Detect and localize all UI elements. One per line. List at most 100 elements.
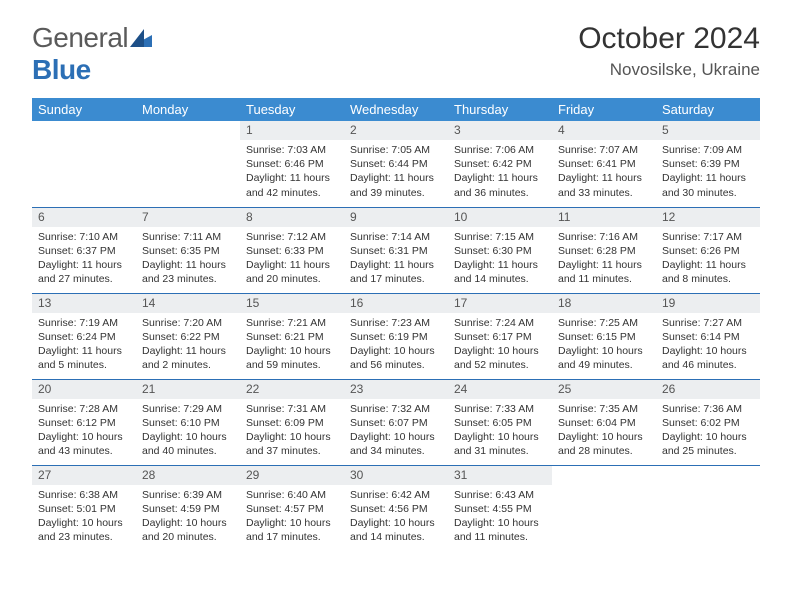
day-number: 28	[136, 466, 240, 485]
sunrise: Sunrise: 7:25 AM	[558, 316, 650, 330]
day-number: 15	[240, 294, 344, 313]
calendar-cell: 24 Sunrise: 7:33 AMSunset: 6:05 PMDayligh…	[448, 379, 552, 465]
sunset: Sunset: 6:46 PM	[246, 157, 338, 171]
day-body: Sunrise: 7:11 AMSunset: 6:35 PMDaylight:…	[136, 227, 240, 291]
day-body: Sunrise: 7:03 AMSunset: 6:46 PMDaylight:…	[240, 140, 344, 204]
daylight: Daylight: 10 hours and 52 minutes.	[454, 344, 546, 372]
day-number: 19	[656, 294, 760, 313]
sunrise: Sunrise: 7:16 AM	[558, 230, 650, 244]
day-body: Sunrise: 7:29 AMSunset: 6:10 PMDaylight:…	[136, 399, 240, 463]
calendar-body: 1Sunrise: 7:03 AMSunset: 6:46 PMDaylight…	[32, 121, 760, 551]
day-body: Sunrise: 7:23 AMSunset: 6:19 PMDaylight:…	[344, 313, 448, 377]
day-body: Sunrise: 6:43 AMSunset: 4:55 PMDaylight:…	[448, 485, 552, 549]
sunrise: Sunrise: 7:35 AM	[558, 402, 650, 416]
day-body: Sunrise: 7:05 AMSunset: 6:44 PMDaylight:…	[344, 140, 448, 204]
location: Novosilske, Ukraine	[578, 60, 760, 80]
sunset: Sunset: 6:04 PM	[558, 416, 650, 430]
sunset: Sunset: 6:33 PM	[246, 244, 338, 258]
daylight: Daylight: 11 hours and 42 minutes.	[246, 171, 338, 199]
weekday-header: Monday	[136, 98, 240, 121]
daylight: Daylight: 10 hours and 31 minutes.	[454, 430, 546, 458]
daylight: Daylight: 10 hours and 46 minutes.	[662, 344, 754, 372]
sunset: Sunset: 6:15 PM	[558, 330, 650, 344]
daylight: Daylight: 11 hours and 5 minutes.	[38, 344, 130, 372]
sunset: Sunset: 6:30 PM	[454, 244, 546, 258]
day-body: Sunrise: 7:09 AMSunset: 6:39 PMDaylight:…	[656, 140, 760, 204]
day-number: 20	[32, 380, 136, 399]
calendar-cell: 21Sunrise: 7:29 AMSunset: 6:10 PMDayligh…	[136, 379, 240, 465]
daylight: Daylight: 11 hours and 20 minutes.	[246, 258, 338, 286]
sunrise: Sunrise: 7:17 AM	[662, 230, 754, 244]
title-block: October 2024 Novosilske, Ukraine	[578, 22, 760, 80]
day-number: 13	[32, 294, 136, 313]
day-body: Sunrise: 7:25 AMSunset: 6:15 PMDaylight:…	[552, 313, 656, 377]
calendar-cell	[32, 121, 136, 207]
daylight: Daylight: 11 hours and 2 minutes.	[142, 344, 234, 372]
sunrise: Sunrise: 7:33 AM	[454, 402, 546, 416]
sunset: Sunset: 6:07 PM	[350, 416, 442, 430]
calendar-cell: 6Sunrise: 7:10 AMSunset: 6:37 PMDaylight…	[32, 207, 136, 293]
day-body: Sunrise: 7:07 AMSunset: 6:41 PMDaylight:…	[552, 140, 656, 204]
calendar-cell: 13Sunrise: 7:19 AMSunset: 6:24 PMDayligh…	[32, 293, 136, 379]
logo-word-general: General	[32, 22, 128, 53]
day-body: Sunrise: 7:15 AMSunset: 6:30 PMDaylight:…	[448, 227, 552, 291]
calendar-cell	[656, 465, 760, 551]
daylight: Daylight: 11 hours and 8 minutes.	[662, 258, 754, 286]
day-number: 18	[552, 294, 656, 313]
day-body: Sunrise: 6:42 AMSunset: 4:56 PMDaylight:…	[344, 485, 448, 549]
day-number: 21	[136, 380, 240, 399]
daylight: Daylight: 10 hours and 11 minutes.	[454, 516, 546, 544]
day-body: Sunrise: 7:20 AMSunset: 6:22 PMDaylight:…	[136, 313, 240, 377]
daylight: Daylight: 10 hours and 23 minutes.	[38, 516, 130, 544]
daylight: Daylight: 10 hours and 20 minutes.	[142, 516, 234, 544]
logo-word-blue: Blue	[32, 54, 91, 85]
daylight: Daylight: 11 hours and 36 minutes.	[454, 171, 546, 199]
sunset: Sunset: 6:44 PM	[350, 157, 442, 171]
day-number: 8	[240, 208, 344, 227]
sunset: Sunset: 4:59 PM	[142, 502, 234, 516]
day-number: 11	[552, 208, 656, 227]
daylight: Daylight: 10 hours and 34 minutes.	[350, 430, 442, 458]
sunset: Sunset: 4:57 PM	[246, 502, 338, 516]
calendar-cell: 10Sunrise: 7:15 AMSunset: 6:30 PMDayligh…	[448, 207, 552, 293]
logo-text: GeneralBlue	[32, 22, 152, 86]
sunset: Sunset: 6:10 PM	[142, 416, 234, 430]
daylight: Daylight: 10 hours and 59 minutes.	[246, 344, 338, 372]
calendar-cell: 4Sunrise: 7:07 AMSunset: 6:41 PMDaylight…	[552, 121, 656, 207]
day-number: 2	[344, 121, 448, 140]
daylight: Daylight: 10 hours and 17 minutes.	[246, 516, 338, 544]
sunset: Sunset: 6:12 PM	[38, 416, 130, 430]
day-number: 24	[448, 380, 552, 399]
calendar-cell: 11Sunrise: 7:16 AMSunset: 6:28 PMDayligh…	[552, 207, 656, 293]
calendar-head: Sunday Monday Tuesday Wednesday Thursday…	[32, 98, 760, 121]
day-number: 12	[656, 208, 760, 227]
sunrise: Sunrise: 7:06 AM	[454, 143, 546, 157]
sunrise: Sunrise: 7:24 AM	[454, 316, 546, 330]
calendar-cell: 12Sunrise: 7:17 AMSunset: 6:26 PMDayligh…	[656, 207, 760, 293]
day-number: 29	[240, 466, 344, 485]
sunrise: Sunrise: 7:31 AM	[246, 402, 338, 416]
sunrise: Sunrise: 7:36 AM	[662, 402, 754, 416]
sunset: Sunset: 4:55 PM	[454, 502, 546, 516]
daylight: Daylight: 10 hours and 28 minutes.	[558, 430, 650, 458]
daylight: Daylight: 11 hours and 14 minutes.	[454, 258, 546, 286]
calendar-cell: 28Sunrise: 6:39 AMSunset: 4:59 PMDayligh…	[136, 465, 240, 551]
sunset: Sunset: 6:39 PM	[662, 157, 754, 171]
sunrise: Sunrise: 7:09 AM	[662, 143, 754, 157]
sunrise: Sunrise: 7:21 AM	[246, 316, 338, 330]
sunrise: Sunrise: 7:14 AM	[350, 230, 442, 244]
day-number: 6	[32, 208, 136, 227]
weekday-header: Thursday	[448, 98, 552, 121]
calendar-cell: 15Sunrise: 7:21 AMSunset: 6:21 PMDayligh…	[240, 293, 344, 379]
sunset: Sunset: 6:05 PM	[454, 416, 546, 430]
daylight: Daylight: 10 hours and 40 minutes.	[142, 430, 234, 458]
calendar-cell: 31Sunrise: 6:43 AMSunset: 4:55 PMDayligh…	[448, 465, 552, 551]
day-number: 16	[344, 294, 448, 313]
calendar-cell: 22Sunrise: 7:31 AMSunset: 6:09 PMDayligh…	[240, 379, 344, 465]
sunset: Sunset: 6:17 PM	[454, 330, 546, 344]
day-number: 14	[136, 294, 240, 313]
day-number: 10	[448, 208, 552, 227]
weekday-header: Tuesday	[240, 98, 344, 121]
day-body: Sunrise: 6:40 AMSunset: 4:57 PMDaylight:…	[240, 485, 344, 549]
sunrise: Sunrise: 6:38 AM	[38, 488, 130, 502]
